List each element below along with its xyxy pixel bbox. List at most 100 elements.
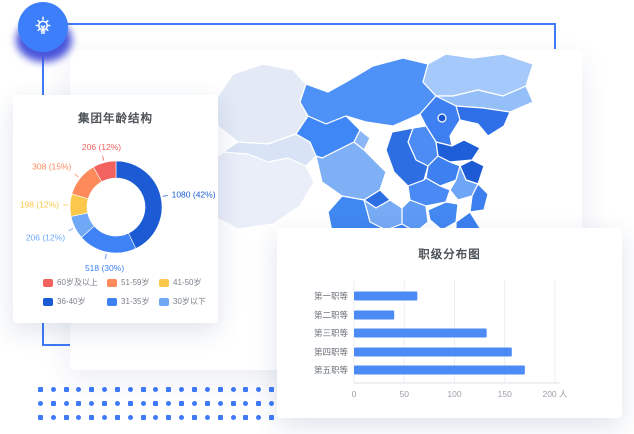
rank-distribution-card: 职级分布图 0 50 100 150 200 人 第一职等 第二职等 第三职等 第四职等 第五职等	[277, 228, 622, 418]
map-region-beijing	[437, 113, 447, 123]
map-region-zhejiang	[469, 183, 489, 213]
legend-swatch	[107, 278, 117, 287]
x-axis-tick-label: 0	[352, 389, 357, 399]
decorative-dot	[89, 386, 95, 392]
lightbulb-badge	[14, 0, 78, 70]
legend-label: 36-40岁	[57, 297, 86, 306]
donut-label-leader	[102, 155, 105, 161]
decorative-dot	[243, 400, 249, 406]
decorative-dot	[76, 400, 82, 406]
china-map	[199, 54, 534, 274]
legend-label: 31-35岁	[121, 297, 150, 306]
decorative-dot	[192, 414, 198, 420]
decorative-dot	[269, 386, 275, 392]
decorative-dot	[102, 386, 108, 392]
decorative-dot	[114, 400, 120, 406]
age-structure-donut-chart: 1080 (42%) 518 (30%) 206 (12%) 198 (12%) 308…	[20, 142, 216, 273]
legend-item: 41-50岁	[159, 277, 211, 288]
decorative-dot	[76, 414, 82, 420]
bar-category-label: 第三职等	[314, 328, 349, 338]
donut-label-leader	[104, 253, 107, 260]
bar	[354, 291, 418, 301]
decorative-dot	[217, 400, 223, 406]
dot-grid-decoration	[34, 382, 278, 424]
bar-category-label: 第二职等	[314, 310, 349, 320]
x-axis-tick-label: 100	[447, 389, 461, 399]
decorative-dot	[89, 414, 95, 420]
bar	[354, 310, 395, 320]
decorative-dot	[166, 386, 172, 392]
decorative-dot	[63, 414, 69, 420]
donut-segment-label: 206 (12%)	[82, 142, 121, 152]
rank-distribution-title: 职级分布图	[418, 249, 481, 261]
legend-label: 30岁以下	[173, 297, 206, 306]
lightbulb-icon	[35, 16, 51, 34]
decorative-dot	[166, 414, 172, 420]
donut-segment-label: 206 (12%)	[26, 233, 65, 243]
map-region-inner-mongolia	[299, 57, 437, 127]
donut-segment-label: 1080 (42%)	[172, 189, 216, 199]
decorative-dot	[204, 400, 210, 406]
bar-category-label: 第一职等	[314, 291, 349, 301]
donut-segment-label: 518 (30%)	[85, 263, 124, 273]
map-region-xinjiang	[215, 63, 309, 145]
donut-segment	[92, 160, 117, 183]
decorative-dot	[50, 400, 56, 406]
map-region-shaanxi	[385, 127, 429, 187]
decorative-dot	[37, 414, 43, 420]
decorative-dot	[89, 400, 95, 406]
decorative-dot	[153, 400, 159, 406]
decorative-dot	[179, 386, 185, 392]
legend-item: 36-40岁	[43, 296, 107, 307]
x-axis-tick-label: 200 人	[542, 389, 568, 399]
decorative-dot	[243, 414, 249, 420]
decorative-dot	[127, 386, 133, 392]
decorative-dot	[140, 414, 146, 420]
connector-line-top	[60, 23, 556, 49]
decorative-dot	[269, 414, 275, 420]
decorative-dot	[192, 386, 198, 392]
donut-segment-label: 308 (15%)	[32, 162, 71, 172]
decorative-dot	[102, 400, 108, 406]
decorative-dot	[256, 414, 262, 420]
age-structure-title: 集团年龄结构	[78, 113, 153, 125]
donut-label-leader	[68, 228, 74, 232]
decorative-dot	[166, 400, 172, 406]
map-region-liaoning	[455, 105, 511, 137]
legend-swatch	[43, 278, 53, 287]
decorative-dot	[230, 414, 236, 420]
decorative-dot	[114, 414, 120, 420]
decorative-dot	[179, 400, 185, 406]
legend-swatch	[43, 297, 53, 306]
lightbulb-badge-circle	[18, 2, 68, 52]
legend-label: 60岁及以上	[57, 278, 98, 287]
decorative-dot	[269, 400, 275, 406]
decorative-dot	[256, 400, 262, 406]
decorative-dot	[230, 386, 236, 392]
legend-swatch	[107, 297, 117, 306]
decorative-dot	[217, 386, 223, 392]
decorative-dot	[140, 386, 146, 392]
decorative-dot	[37, 400, 43, 406]
decorative-dot	[204, 386, 210, 392]
legend-swatch	[159, 297, 169, 306]
donut-label-leader	[74, 173, 79, 178]
decorative-dot	[179, 414, 185, 420]
decorative-dot	[63, 400, 69, 406]
age-structure-legend: 60岁及以上 51-59岁 41-50岁 36-40岁 31-35岁 30岁以下	[43, 277, 211, 307]
decorative-dot	[114, 386, 120, 392]
decorative-dot	[37, 386, 43, 392]
decorative-dot	[50, 386, 56, 392]
map-region-qinghai	[222, 133, 317, 167]
legend-item: 60岁及以上	[43, 277, 107, 288]
age-structure-card: 集团年龄结构 1080 (42%) 518 (30%) 206 (12%) 198 (…	[13, 95, 218, 323]
decorative-dot	[76, 386, 82, 392]
decorative-dot	[153, 414, 159, 420]
decorative-dot	[153, 386, 159, 392]
decorative-dot	[63, 386, 69, 392]
map-region-sichuan	[315, 141, 387, 201]
legend-label: 41-50岁	[173, 278, 202, 287]
bar	[354, 328, 487, 338]
